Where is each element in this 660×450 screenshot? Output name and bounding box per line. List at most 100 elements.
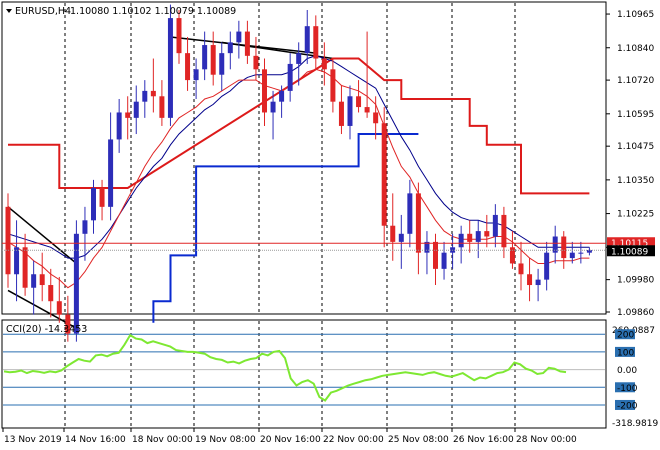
candle[interactable] bbox=[116, 98, 122, 153]
candle-body bbox=[253, 55, 259, 70]
candle[interactable] bbox=[458, 225, 464, 264]
candle[interactable] bbox=[150, 58, 156, 113]
candle[interactable] bbox=[433, 233, 438, 286]
candle[interactable] bbox=[467, 220, 473, 253]
candle[interactable] bbox=[270, 90, 276, 140]
candle[interactable] bbox=[373, 96, 379, 140]
candle[interactable] bbox=[552, 225, 558, 264]
candle[interactable] bbox=[99, 179, 105, 221]
candle[interactable] bbox=[279, 85, 285, 118]
time-tick-label: 18 Nov 00:00 bbox=[132, 435, 193, 445]
candle[interactable] bbox=[475, 220, 481, 259]
candle[interactable] bbox=[5, 193, 11, 288]
candle-body bbox=[193, 69, 199, 81]
candle[interactable] bbox=[330, 58, 336, 113]
candle[interactable] bbox=[167, 4, 173, 126]
candle[interactable] bbox=[501, 206, 507, 259]
candle[interactable] bbox=[304, 10, 310, 64]
candle[interactable] bbox=[39, 252, 45, 302]
trendline[interactable] bbox=[7, 289, 77, 329]
candle[interactable] bbox=[253, 36, 259, 81]
candle-body bbox=[441, 252, 447, 269]
trendline[interactable] bbox=[7, 206, 77, 265]
time-tick-label: 13 Nov 2019 bbox=[4, 435, 62, 445]
cci-level-tag bbox=[615, 399, 635, 410]
candle[interactable] bbox=[561, 231, 567, 269]
cci-label: CCI(20) -14.3453 bbox=[6, 324, 87, 335]
candle[interactable] bbox=[125, 96, 131, 140]
candle[interactable] bbox=[569, 241, 575, 264]
candle[interactable] bbox=[578, 241, 584, 264]
time-tick-label: 22 Nov 00:00 bbox=[323, 435, 384, 445]
candle[interactable] bbox=[407, 179, 413, 248]
candle[interactable] bbox=[586, 247, 592, 256]
candle[interactable] bbox=[313, 15, 319, 70]
candle[interactable] bbox=[321, 42, 327, 86]
candle-body bbox=[390, 225, 396, 242]
candle[interactable] bbox=[484, 214, 490, 248]
candle[interactable] bbox=[236, 20, 242, 59]
candle[interactable] bbox=[108, 112, 114, 221]
candle-body bbox=[561, 236, 567, 259]
candle[interactable] bbox=[65, 295, 71, 342]
price-tick-label: 1.10475 bbox=[617, 142, 654, 152]
candle[interactable] bbox=[202, 31, 208, 81]
candle[interactable] bbox=[338, 85, 344, 135]
candle[interactable] bbox=[381, 107, 387, 248]
candle[interactable] bbox=[492, 204, 498, 248]
candle[interactable] bbox=[398, 214, 404, 269]
ohlc-values: 1.10080 1.10102 1.10079 1.10089 bbox=[70, 6, 236, 17]
candle[interactable] bbox=[527, 258, 533, 302]
candle[interactable] bbox=[159, 80, 165, 126]
price-tick-label: 1.10225 bbox=[617, 210, 654, 220]
candle[interactable] bbox=[415, 182, 421, 275]
candle-body bbox=[433, 241, 438, 269]
time-tick-label: 26 Nov 16:00 bbox=[453, 435, 514, 445]
candle[interactable] bbox=[176, 10, 182, 64]
candle[interactable] bbox=[441, 241, 447, 280]
candle[interactable] bbox=[185, 36, 191, 91]
candle-body bbox=[535, 279, 541, 286]
candle[interactable] bbox=[424, 231, 430, 275]
candle[interactable] bbox=[14, 220, 20, 302]
candle-body bbox=[39, 274, 45, 286]
candle-body bbox=[116, 112, 122, 140]
candle[interactable] bbox=[133, 85, 139, 135]
candle[interactable] bbox=[219, 42, 225, 91]
candle[interactable] bbox=[142, 80, 148, 118]
candle[interactable] bbox=[82, 206, 88, 261]
candle-body bbox=[330, 69, 336, 102]
candle[interactable] bbox=[364, 31, 370, 118]
candle[interactable] bbox=[56, 276, 62, 323]
time-tick-label: 25 Nov 08:00 bbox=[388, 435, 449, 445]
candle[interactable] bbox=[227, 31, 233, 70]
collapse-arrow-icon[interactable] bbox=[6, 9, 12, 13]
candle[interactable] bbox=[244, 20, 250, 64]
candle[interactable] bbox=[48, 268, 54, 318]
candle-body bbox=[467, 233, 473, 242]
candle[interactable] bbox=[31, 260, 37, 315]
candle[interactable] bbox=[262, 58, 267, 126]
candle-body bbox=[518, 263, 524, 275]
candle-body bbox=[321, 58, 327, 70]
cci-plot bbox=[3, 333, 567, 402]
cci-min-label: -318.9819 bbox=[612, 419, 658, 429]
price-tick-label: 1.09860 bbox=[617, 308, 654, 318]
candle[interactable] bbox=[535, 268, 541, 302]
candle[interactable] bbox=[22, 233, 28, 296]
candle[interactable] bbox=[73, 220, 79, 342]
candle[interactable] bbox=[356, 80, 362, 113]
candle[interactable] bbox=[193, 58, 199, 99]
candle-body bbox=[82, 220, 88, 234]
candle[interactable] bbox=[91, 179, 96, 234]
candle[interactable] bbox=[347, 85, 353, 140]
candle[interactable] bbox=[296, 42, 302, 86]
cci-pane[interactable] bbox=[1, 319, 607, 429]
candle[interactable] bbox=[390, 193, 396, 261]
candle-body bbox=[56, 301, 62, 315]
candle[interactable] bbox=[210, 31, 216, 86]
candle-body bbox=[586, 249, 592, 253]
candle[interactable] bbox=[287, 53, 293, 102]
candle-body bbox=[415, 193, 421, 253]
